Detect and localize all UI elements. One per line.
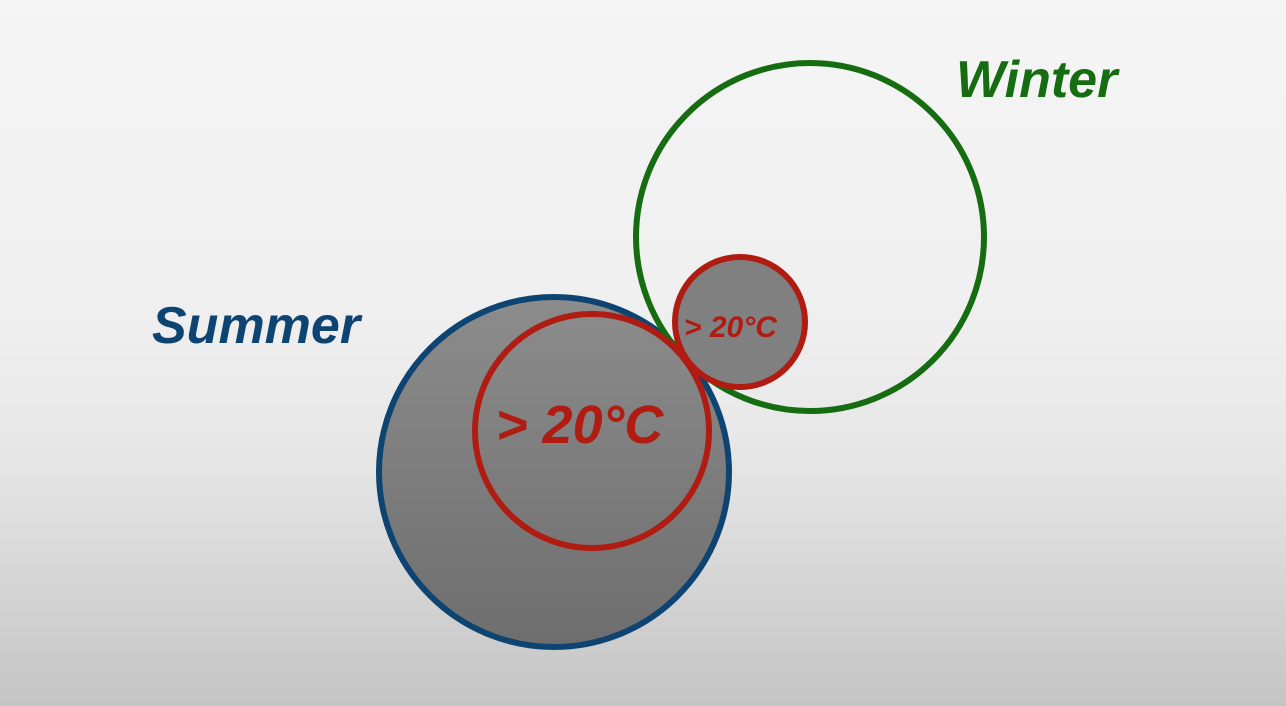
summer-label: Summer bbox=[152, 297, 363, 355]
winter-circle bbox=[633, 60, 987, 414]
winter-hot-label: > 20°C bbox=[684, 311, 778, 344]
summer-circle bbox=[376, 294, 732, 650]
summer-hot-circle bbox=[472, 311, 712, 551]
summer-hot-label: > 20°C bbox=[496, 395, 664, 455]
winter-hot-circle bbox=[672, 254, 808, 390]
winter-label: Winter bbox=[956, 51, 1120, 109]
